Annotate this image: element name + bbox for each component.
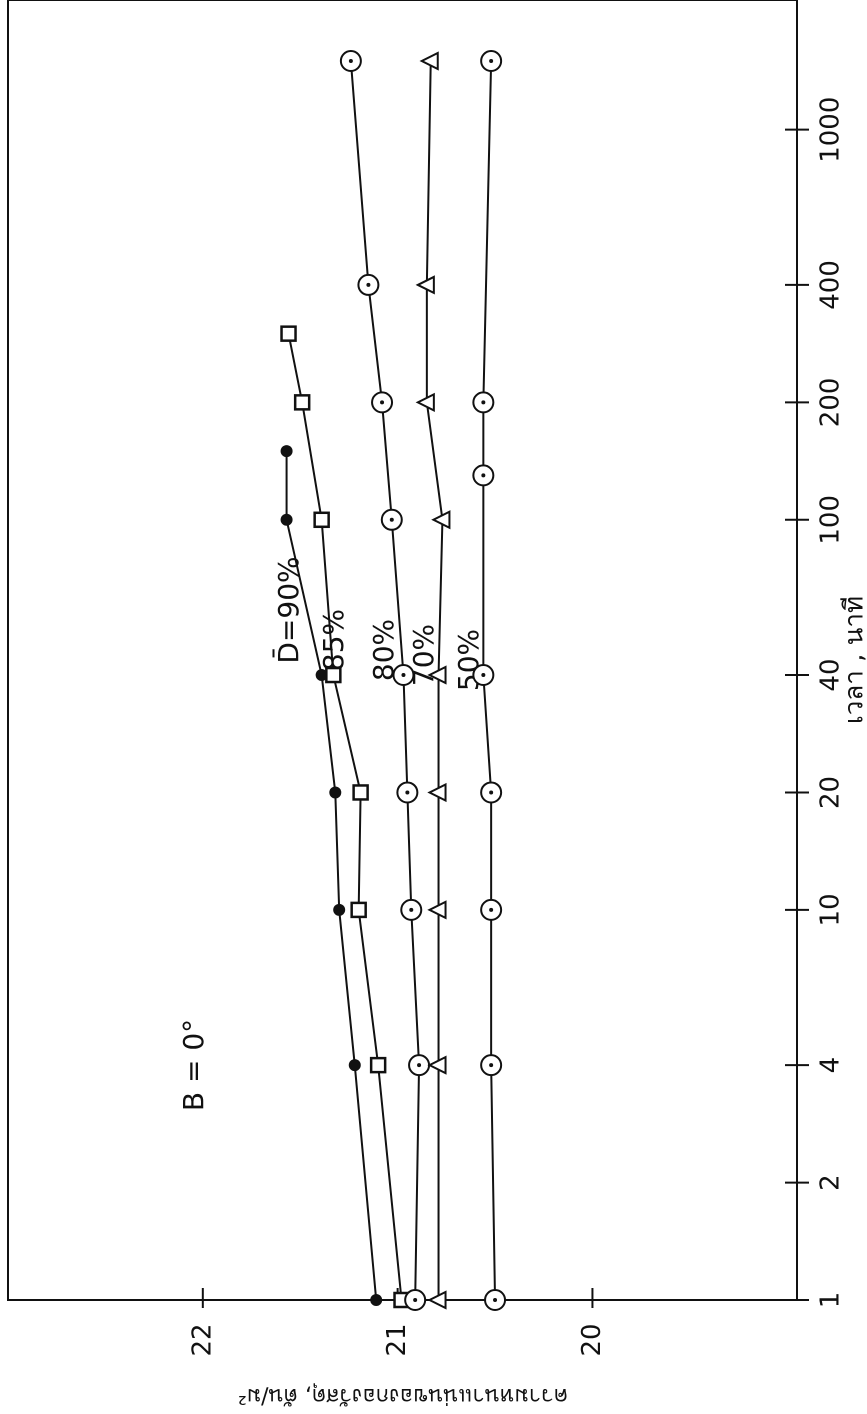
marker-dot	[489, 907, 494, 912]
series-line	[482, 60, 497, 1301]
marker	[427, 665, 447, 685]
marker	[427, 900, 447, 920]
y-axis-label: ความหนาแน่นของกองวัสดุ, ตัน/ม²	[238, 1383, 568, 1408]
marker-dot	[409, 907, 414, 912]
marker	[280, 325, 297, 342]
x-tick-label: 1000	[816, 97, 846, 163]
marker-dot	[481, 673, 486, 678]
marker	[348, 1059, 361, 1072]
marker	[427, 1055, 447, 1075]
series-line	[287, 333, 403, 1301]
marker	[427, 782, 447, 803]
marker	[431, 510, 451, 530]
marker-dot	[380, 400, 385, 405]
x-tick-label: 200	[816, 378, 846, 428]
marker-dot	[489, 790, 494, 795]
marker	[415, 392, 435, 412]
y-tick-label: 20	[577, 1323, 607, 1356]
annotation: B = 0°	[177, 1019, 210, 1111]
x-tick-label: 1	[816, 1292, 846, 1309]
x-tick-label: 40	[816, 658, 846, 691]
marker-dot	[405, 790, 410, 795]
marker	[313, 511, 330, 529]
marker	[369, 1056, 387, 1074]
marker	[333, 903, 346, 916]
marker-dot	[389, 517, 394, 522]
x-tick-label: 2	[816, 1174, 846, 1191]
marker	[280, 513, 293, 526]
marker	[280, 445, 293, 458]
marker-dot	[366, 282, 371, 287]
marker	[329, 786, 342, 799]
marker	[427, 1290, 447, 1310]
marker-dot	[493, 1298, 498, 1302]
x-tick-label: 400	[816, 260, 846, 310]
series-line	[285, 451, 378, 1301]
y-tick-label: 22	[187, 1323, 217, 1356]
annotation: 85%	[317, 609, 350, 671]
marker-dot	[401, 673, 406, 678]
marker-dot	[489, 1063, 494, 1068]
marker	[293, 394, 311, 411]
marker-dot	[481, 473, 486, 478]
marker-dot	[348, 58, 353, 63]
x-tick-label: 10	[816, 893, 846, 926]
plot-area: 1 2 4 10 20 40 100 200 400 1000 20 21 22 เวลา , นาทีค…	[7, 0, 867, 1408]
marker-dot	[417, 1063, 422, 1068]
y-tick-label: 21	[382, 1323, 412, 1356]
x-tick-label: 100	[816, 495, 846, 545]
x-axis-label: เวลา , นาที	[840, 596, 867, 724]
marker	[415, 275, 435, 295]
marker	[419, 51, 439, 71]
annotation: D̄=90%	[271, 556, 305, 663]
marker	[352, 784, 369, 801]
marker	[325, 666, 342, 684]
marker-dot	[489, 58, 494, 63]
marker-dot	[413, 1298, 418, 1302]
x-tick-label: 20	[816, 776, 846, 809]
marker	[315, 669, 328, 682]
marker	[370, 1294, 383, 1306]
x-tick-label: 4	[816, 1057, 846, 1074]
marker	[350, 901, 367, 919]
marker-dot	[481, 400, 486, 405]
